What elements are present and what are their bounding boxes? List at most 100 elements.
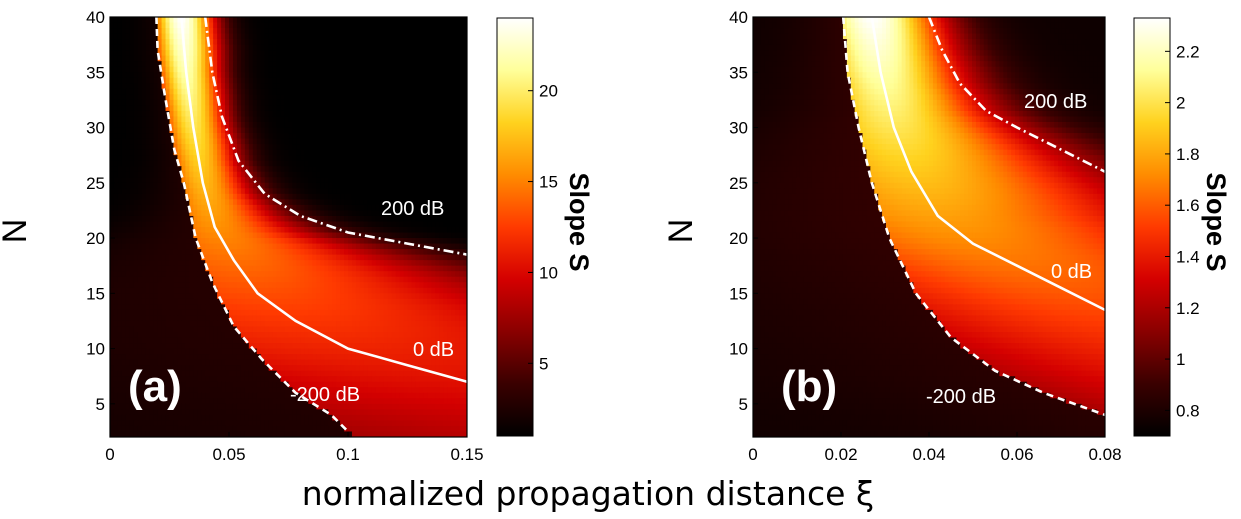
heatmap-cell <box>153 249 159 256</box>
heatmap-cell <box>209 160 214 167</box>
heatmap-cell <box>229 88 234 95</box>
heatmap-cell <box>181 17 186 24</box>
heatmap-cell <box>451 33 456 40</box>
heatmap-cell <box>439 293 444 300</box>
heatmap-cell <box>129 116 135 123</box>
heatmap-cell <box>328 309 333 317</box>
heatmap-cell <box>129 149 135 156</box>
heatmap-cell <box>288 72 294 79</box>
heatmap-cell <box>113 276 119 283</box>
heatmap-cell <box>217 287 222 294</box>
heatmap-cell <box>459 254 464 261</box>
heatmap-cell <box>256 227 262 234</box>
heatmap-cell <box>292 249 298 256</box>
heatmap-cell <box>387 215 393 223</box>
heatmap-cell <box>268 105 274 112</box>
heatmap-cell <box>177 66 182 73</box>
heatmap-cell <box>280 232 286 239</box>
heatmap-cell <box>340 28 345 35</box>
heatmap-cell <box>359 210 365 217</box>
heatmap-cell <box>276 276 282 283</box>
heatmap-cell <box>264 298 270 305</box>
heatmap-cell <box>443 39 448 46</box>
heatmap-cell <box>201 204 206 212</box>
heatmap-cell <box>240 50 246 57</box>
heatmap-cell <box>451 160 456 167</box>
heatmap-cell <box>256 315 262 322</box>
heatmap-cell <box>391 221 397 228</box>
heatmap-cell <box>312 304 317 311</box>
heatmap-cell <box>201 249 206 256</box>
heatmap-cell <box>201 149 206 156</box>
heatmap-cell <box>225 61 230 68</box>
heatmap-cell <box>264 88 270 95</box>
heatmap-cell <box>375 254 381 261</box>
heatmap-cell <box>244 44 250 51</box>
heatmap-cell <box>399 293 405 300</box>
heatmap-cell <box>129 298 135 305</box>
heatmap-cell <box>153 83 159 90</box>
heatmap-cell <box>137 193 143 200</box>
heatmap-cell <box>383 77 389 84</box>
heatmap-cell <box>463 199 467 206</box>
heatmap-cell <box>185 304 190 311</box>
heatmap-cell <box>304 39 309 46</box>
heatmap-cell <box>165 160 171 167</box>
heatmap-cell <box>280 271 286 278</box>
heatmap-cell <box>336 238 341 245</box>
heatmap-cell <box>225 315 230 322</box>
heatmap-cell <box>276 39 282 46</box>
heatmap-cell <box>197 88 202 95</box>
heatmap-cell <box>332 110 337 118</box>
heatmap-cell <box>355 265 361 272</box>
heatmap-cell <box>344 110 349 118</box>
heatmap-cell <box>359 282 365 289</box>
heatmap-cell <box>292 28 298 35</box>
heatmap-cell <box>451 149 456 156</box>
heatmap-cell <box>248 160 254 167</box>
heatmap-cell <box>145 243 151 250</box>
heatmap-cell <box>340 133 345 140</box>
heatmap-cell <box>447 28 452 35</box>
heatmap-cell <box>308 155 313 162</box>
heatmap-cell <box>340 282 345 289</box>
heatmap-cell <box>391 149 397 156</box>
heatmap-cell <box>205 204 210 212</box>
heatmap-cell <box>209 182 214 189</box>
heatmap-cell <box>153 309 159 317</box>
heatmap-cell <box>110 298 115 305</box>
heatmap-cell <box>383 138 389 145</box>
heatmap-cell <box>359 138 365 145</box>
heatmap-cell <box>260 122 266 129</box>
heatmap-cell <box>459 177 464 184</box>
heatmap-cell <box>431 243 436 250</box>
heatmap-cell <box>316 215 321 223</box>
heatmap-cell <box>173 138 179 145</box>
heatmap-cell <box>276 271 282 278</box>
heatmap-cell <box>217 188 222 195</box>
heatmap-cell <box>348 254 353 261</box>
heatmap-cell <box>395 177 401 184</box>
heatmap-cell <box>344 265 349 272</box>
heatmap-cell <box>117 221 123 228</box>
heatmap-cell <box>137 298 143 305</box>
heatmap-cell <box>312 99 317 107</box>
heatmap-cell <box>316 50 321 57</box>
heatmap-cell <box>280 265 286 272</box>
heatmap-cell <box>110 61 115 68</box>
heatmap-cell <box>328 304 333 311</box>
heatmap-cell <box>157 315 163 322</box>
heatmap-cell <box>455 17 460 24</box>
heatmap-cell <box>344 116 349 123</box>
heatmap-cell <box>137 127 143 134</box>
heatmap-cell <box>355 221 361 228</box>
heatmap-cell <box>296 127 301 134</box>
heatmap-cell <box>165 39 171 46</box>
heatmap-cell <box>300 33 305 40</box>
heatmap-cell <box>304 199 309 206</box>
heatmap-cell <box>328 110 333 118</box>
heatmap-cell <box>125 116 131 123</box>
heatmap-cell <box>395 221 401 228</box>
heatmap-cell <box>244 39 250 46</box>
heatmap-cell <box>137 215 143 223</box>
